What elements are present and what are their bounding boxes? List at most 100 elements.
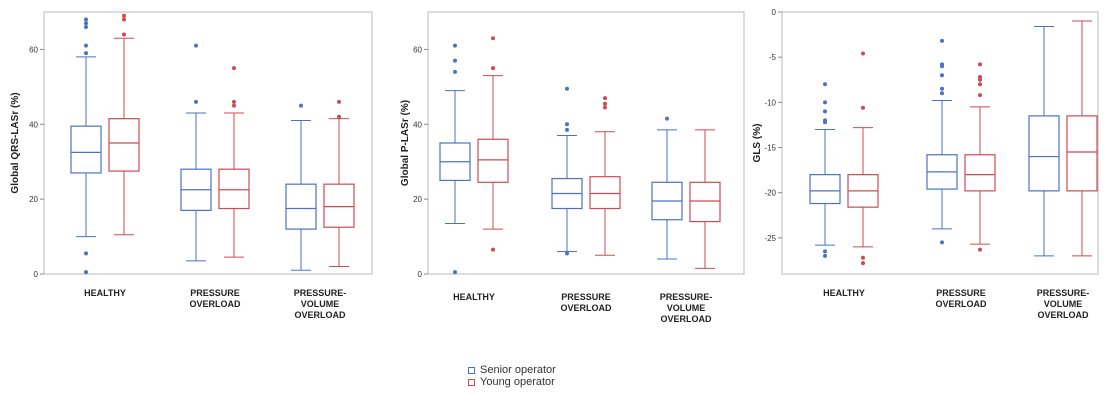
outlier-point — [665, 116, 669, 121]
legend-item-senior: Senior operator — [468, 364, 556, 376]
outlier-point — [122, 17, 126, 22]
outlier-point — [823, 100, 827, 105]
y-tick-label: -15 — [764, 144, 776, 153]
outlier-point — [861, 105, 865, 110]
outlier-point — [940, 86, 944, 91]
y-tick-label: 40 — [29, 120, 38, 129]
category-label: PRESSURE-VOLUME OVERLOAD — [660, 292, 713, 324]
outlier-point — [453, 43, 457, 48]
outlier-point — [122, 32, 126, 37]
outlier-point — [978, 93, 982, 98]
y-tick-label: -10 — [764, 98, 776, 107]
legend: Senior operator Young operator — [468, 364, 556, 388]
y-tick-label: 0 — [34, 270, 39, 279]
outlier-point — [194, 99, 198, 104]
box-senior-2 — [180, 43, 212, 262]
outlier-point — [823, 118, 827, 123]
outlier-point — [84, 21, 88, 26]
chart-panel-1: 0 20 40 60 Global QRS-LASr (%) HEALTHY PRESSUR… — [10, 11, 373, 320]
y-tick-label: 40 — [413, 120, 422, 129]
outlier-point — [491, 247, 495, 252]
legend-item-young: Young operator — [468, 376, 556, 388]
outlier-point — [823, 249, 827, 254]
outlier-point — [453, 69, 457, 74]
box-senior-1 — [809, 82, 841, 258]
plot-frame — [43, 11, 373, 275]
y-tick-label: 60 — [29, 45, 38, 54]
box-iqr — [1066, 115, 1098, 192]
outlier-point — [491, 36, 495, 41]
outlier-point — [337, 114, 341, 119]
outlier-point — [978, 82, 982, 87]
outlier-point — [940, 62, 944, 67]
outlier-point — [565, 127, 569, 132]
outlier-point — [232, 99, 236, 104]
chart-panel-3: 0 -5 -10 -15 -20 -25 GLS (%) HEALTHY PRESSURE OVE… — [752, 8, 1099, 320]
box-young-3 — [1066, 20, 1098, 257]
box-young-3 — [689, 129, 721, 269]
box-young-2 — [589, 96, 621, 256]
y-axis-label: Global QRS-LASr (%) — [10, 92, 21, 193]
category-label: PRESSURE OVERLOAD — [560, 292, 612, 313]
box-iqr — [964, 154, 996, 192]
outlier-point — [603, 105, 607, 110]
outlier-point — [565, 86, 569, 91]
outlier-point — [194, 43, 198, 48]
outlier-point — [84, 51, 88, 56]
box-senior-3 — [285, 103, 317, 271]
box-iqr — [70, 125, 102, 174]
y-tick-label: 0 — [772, 8, 777, 17]
outlier-point — [603, 101, 607, 106]
outlier-point — [978, 75, 982, 80]
outlier-point — [565, 251, 569, 256]
outlier-point — [603, 96, 607, 101]
outlier-point — [337, 99, 341, 104]
box-iqr — [218, 168, 250, 210]
category-label: PRESSURE OVERLOAD — [935, 288, 987, 309]
legend-label-senior: Senior operator — [480, 364, 556, 376]
box-senior-3 — [1028, 25, 1060, 257]
y-axis-label: Global P-LASr (%) — [400, 100, 411, 186]
outlier-point — [978, 62, 982, 67]
category-label: HEALTHY — [823, 288, 865, 298]
y-tick-label: -20 — [764, 189, 776, 198]
y-tick-label: 20 — [413, 195, 422, 204]
legend-label-young: Young operator — [480, 376, 555, 388]
outlier-point — [861, 261, 865, 266]
outlier-point — [823, 82, 827, 87]
category-label: PRESSURE OVERLOAD — [189, 288, 241, 309]
category-label: PRESSURE-VOLUME OVERLOAD — [294, 288, 347, 320]
box-young-1 — [847, 51, 879, 266]
chart-panel-2: 0 20 40 60 Global P-LASr (%) HEALTHY PRESSURE O… — [400, 11, 745, 324]
box-senior-1 — [439, 43, 471, 275]
outlier-point — [232, 103, 236, 108]
outlier-point — [823, 109, 827, 114]
box-iqr — [809, 174, 841, 205]
outlier-point — [565, 122, 569, 127]
y-tick-label: -25 — [764, 234, 776, 243]
y-tick-label: 60 — [413, 45, 422, 54]
box-senior-3 — [651, 116, 683, 260]
outlier-point — [84, 17, 88, 22]
outlier-point — [978, 247, 982, 252]
box-young-1 — [477, 36, 509, 252]
outlier-point — [940, 240, 944, 245]
y-tick-label: -5 — [769, 53, 777, 62]
box-iqr — [477, 138, 509, 183]
y-tick-label: 20 — [29, 195, 38, 204]
outlier-point — [940, 38, 944, 43]
y-axis-label: GLS (%) — [752, 124, 763, 163]
box-young-1 — [108, 13, 140, 236]
box-senior-2 — [926, 38, 958, 245]
outlier-point — [299, 103, 303, 108]
outlier-point — [84, 270, 88, 275]
outlier-point — [491, 66, 495, 71]
box-young-3 — [323, 99, 355, 268]
box-senior-2 — [551, 86, 583, 256]
outlier-point — [232, 66, 236, 71]
box-iqr — [589, 176, 621, 210]
outlier-point — [84, 251, 88, 256]
box-iqr — [285, 183, 317, 230]
legend-swatch-young — [468, 378, 475, 386]
